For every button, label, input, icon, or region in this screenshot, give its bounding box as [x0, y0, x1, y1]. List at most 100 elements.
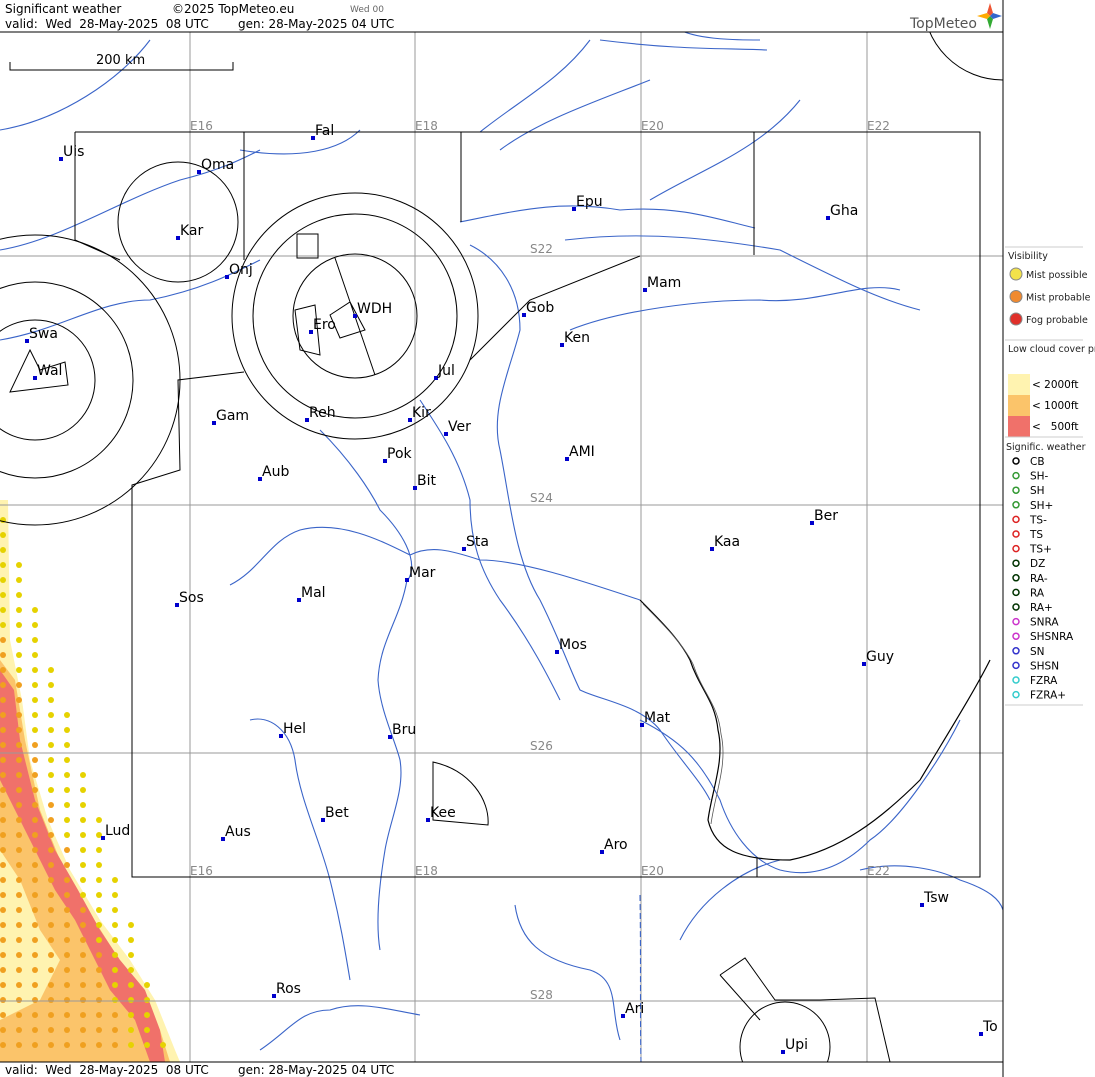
place-label: Oma: [201, 157, 234, 173]
mist-symbol: [80, 922, 86, 928]
place-label: Kir: [412, 405, 431, 421]
mist-symbol: [0, 862, 6, 868]
mist-symbol: [16, 862, 22, 868]
longitude-label: E16: [190, 119, 213, 133]
mist-symbol: [0, 937, 6, 943]
mist-symbol: [0, 847, 6, 853]
legend-item: FZRA+: [1030, 690, 1066, 702]
place-label: Swa: [29, 326, 58, 342]
mist-symbol: [112, 1012, 118, 1018]
title: Significant weather: [5, 2, 121, 16]
border: [639, 894, 642, 1063]
mist-symbol: [64, 862, 70, 868]
mist-symbol: [64, 817, 70, 823]
mist-symbol: [0, 667, 6, 673]
mist-symbol: [32, 892, 38, 898]
place-marker: [33, 376, 37, 380]
place-marker: [565, 457, 569, 461]
place-label: Ken: [564, 330, 590, 346]
place-label: Ari: [625, 1001, 644, 1017]
footer-bg: [0, 1062, 1003, 1077]
place-marker: [221, 837, 225, 841]
place-marker: [434, 376, 438, 380]
mist-symbol: [0, 592, 6, 598]
mist-symbol: [48, 937, 54, 943]
place-marker: [781, 1050, 785, 1054]
weather-icon: [1012, 603, 1020, 611]
mist-symbol: [48, 997, 54, 1003]
mist-symbol: [0, 1027, 6, 1033]
generated: gen: 28-May-2025 04 UTC: [238, 17, 394, 31]
mist-symbol: [16, 1012, 22, 1018]
mist-symbol: [32, 847, 38, 853]
mist-symbol: [32, 742, 38, 748]
weather-icon: [1012, 588, 1020, 597]
place-label: Lud: [105, 823, 130, 839]
mist-symbol: [112, 922, 118, 928]
mist-symbol: [16, 982, 22, 988]
weather-icon: [1012, 530, 1020, 538]
mist-symbol: [48, 787, 54, 793]
legend-item: SH-: [1030, 471, 1049, 483]
mist-symbol: [32, 982, 38, 988]
scale-bar: [9, 62, 234, 71]
boundary: [719, 957, 891, 1063]
mist-symbol: [16, 787, 22, 793]
weather-icon: [1012, 457, 1020, 465]
mist-symbol: [80, 967, 86, 973]
boundary: [432, 761, 489, 826]
place-marker: [640, 723, 644, 727]
weather-icon: [1012, 632, 1020, 640]
mist-symbol: [112, 892, 118, 898]
mist-symbol: [0, 532, 6, 538]
mist-symbol: [32, 1027, 38, 1033]
mist-symbol: [16, 832, 22, 838]
place-marker: [225, 275, 229, 279]
mist-symbol: [112, 937, 118, 943]
mist-symbol: [16, 817, 22, 823]
place-marker: [272, 994, 276, 998]
legend-item: SH+: [1030, 500, 1053, 512]
mist-symbol: [160, 1042, 166, 1048]
mist-symbol: [112, 997, 118, 1003]
place-marker: [555, 650, 559, 654]
place-marker: [405, 578, 409, 582]
visibility-icon: [1009, 267, 1023, 281]
place-label: Gha: [830, 203, 858, 219]
legend-item: RA: [1030, 587, 1045, 599]
rivers: [0, 29, 1004, 1063]
weather-icon: [1012, 544, 1020, 553]
mist-symbol: [0, 1012, 6, 1018]
mist-symbol: [64, 967, 70, 973]
weather-icon: [1012, 471, 1020, 480]
mist-symbol: [64, 892, 70, 898]
weather-icon: [1012, 617, 1020, 626]
mist-symbol: [32, 787, 38, 793]
mist-symbol: [48, 967, 54, 973]
place-label: Gam: [216, 408, 249, 424]
mist-symbol: [0, 787, 6, 793]
place-label: Onj: [229, 262, 253, 278]
mist-symbol: [80, 892, 86, 898]
latitude-label: S22: [530, 242, 553, 256]
latitude-label: S28: [530, 988, 553, 1002]
mist-symbol: [96, 967, 102, 973]
mist-symbol: [96, 952, 102, 958]
mist-symbol: [0, 757, 6, 763]
mist-symbol: [0, 952, 6, 958]
legend-item: Fog probable: [1026, 315, 1088, 326]
mist-symbol: [80, 952, 86, 958]
legend-item: < 1000ft: [1032, 400, 1079, 412]
mist-symbol: [80, 1027, 86, 1033]
mist-symbol: [32, 877, 38, 883]
mist-symbol: [80, 937, 86, 943]
longitude-label: E20: [641, 119, 664, 133]
river: [0, 259, 261, 341]
place-label: Hel: [283, 721, 306, 737]
mist-symbol: [32, 967, 38, 973]
river: [0, 129, 361, 251]
mist-symbol: [16, 907, 22, 913]
place-marker: [279, 734, 283, 738]
border: [642, 603, 724, 825]
